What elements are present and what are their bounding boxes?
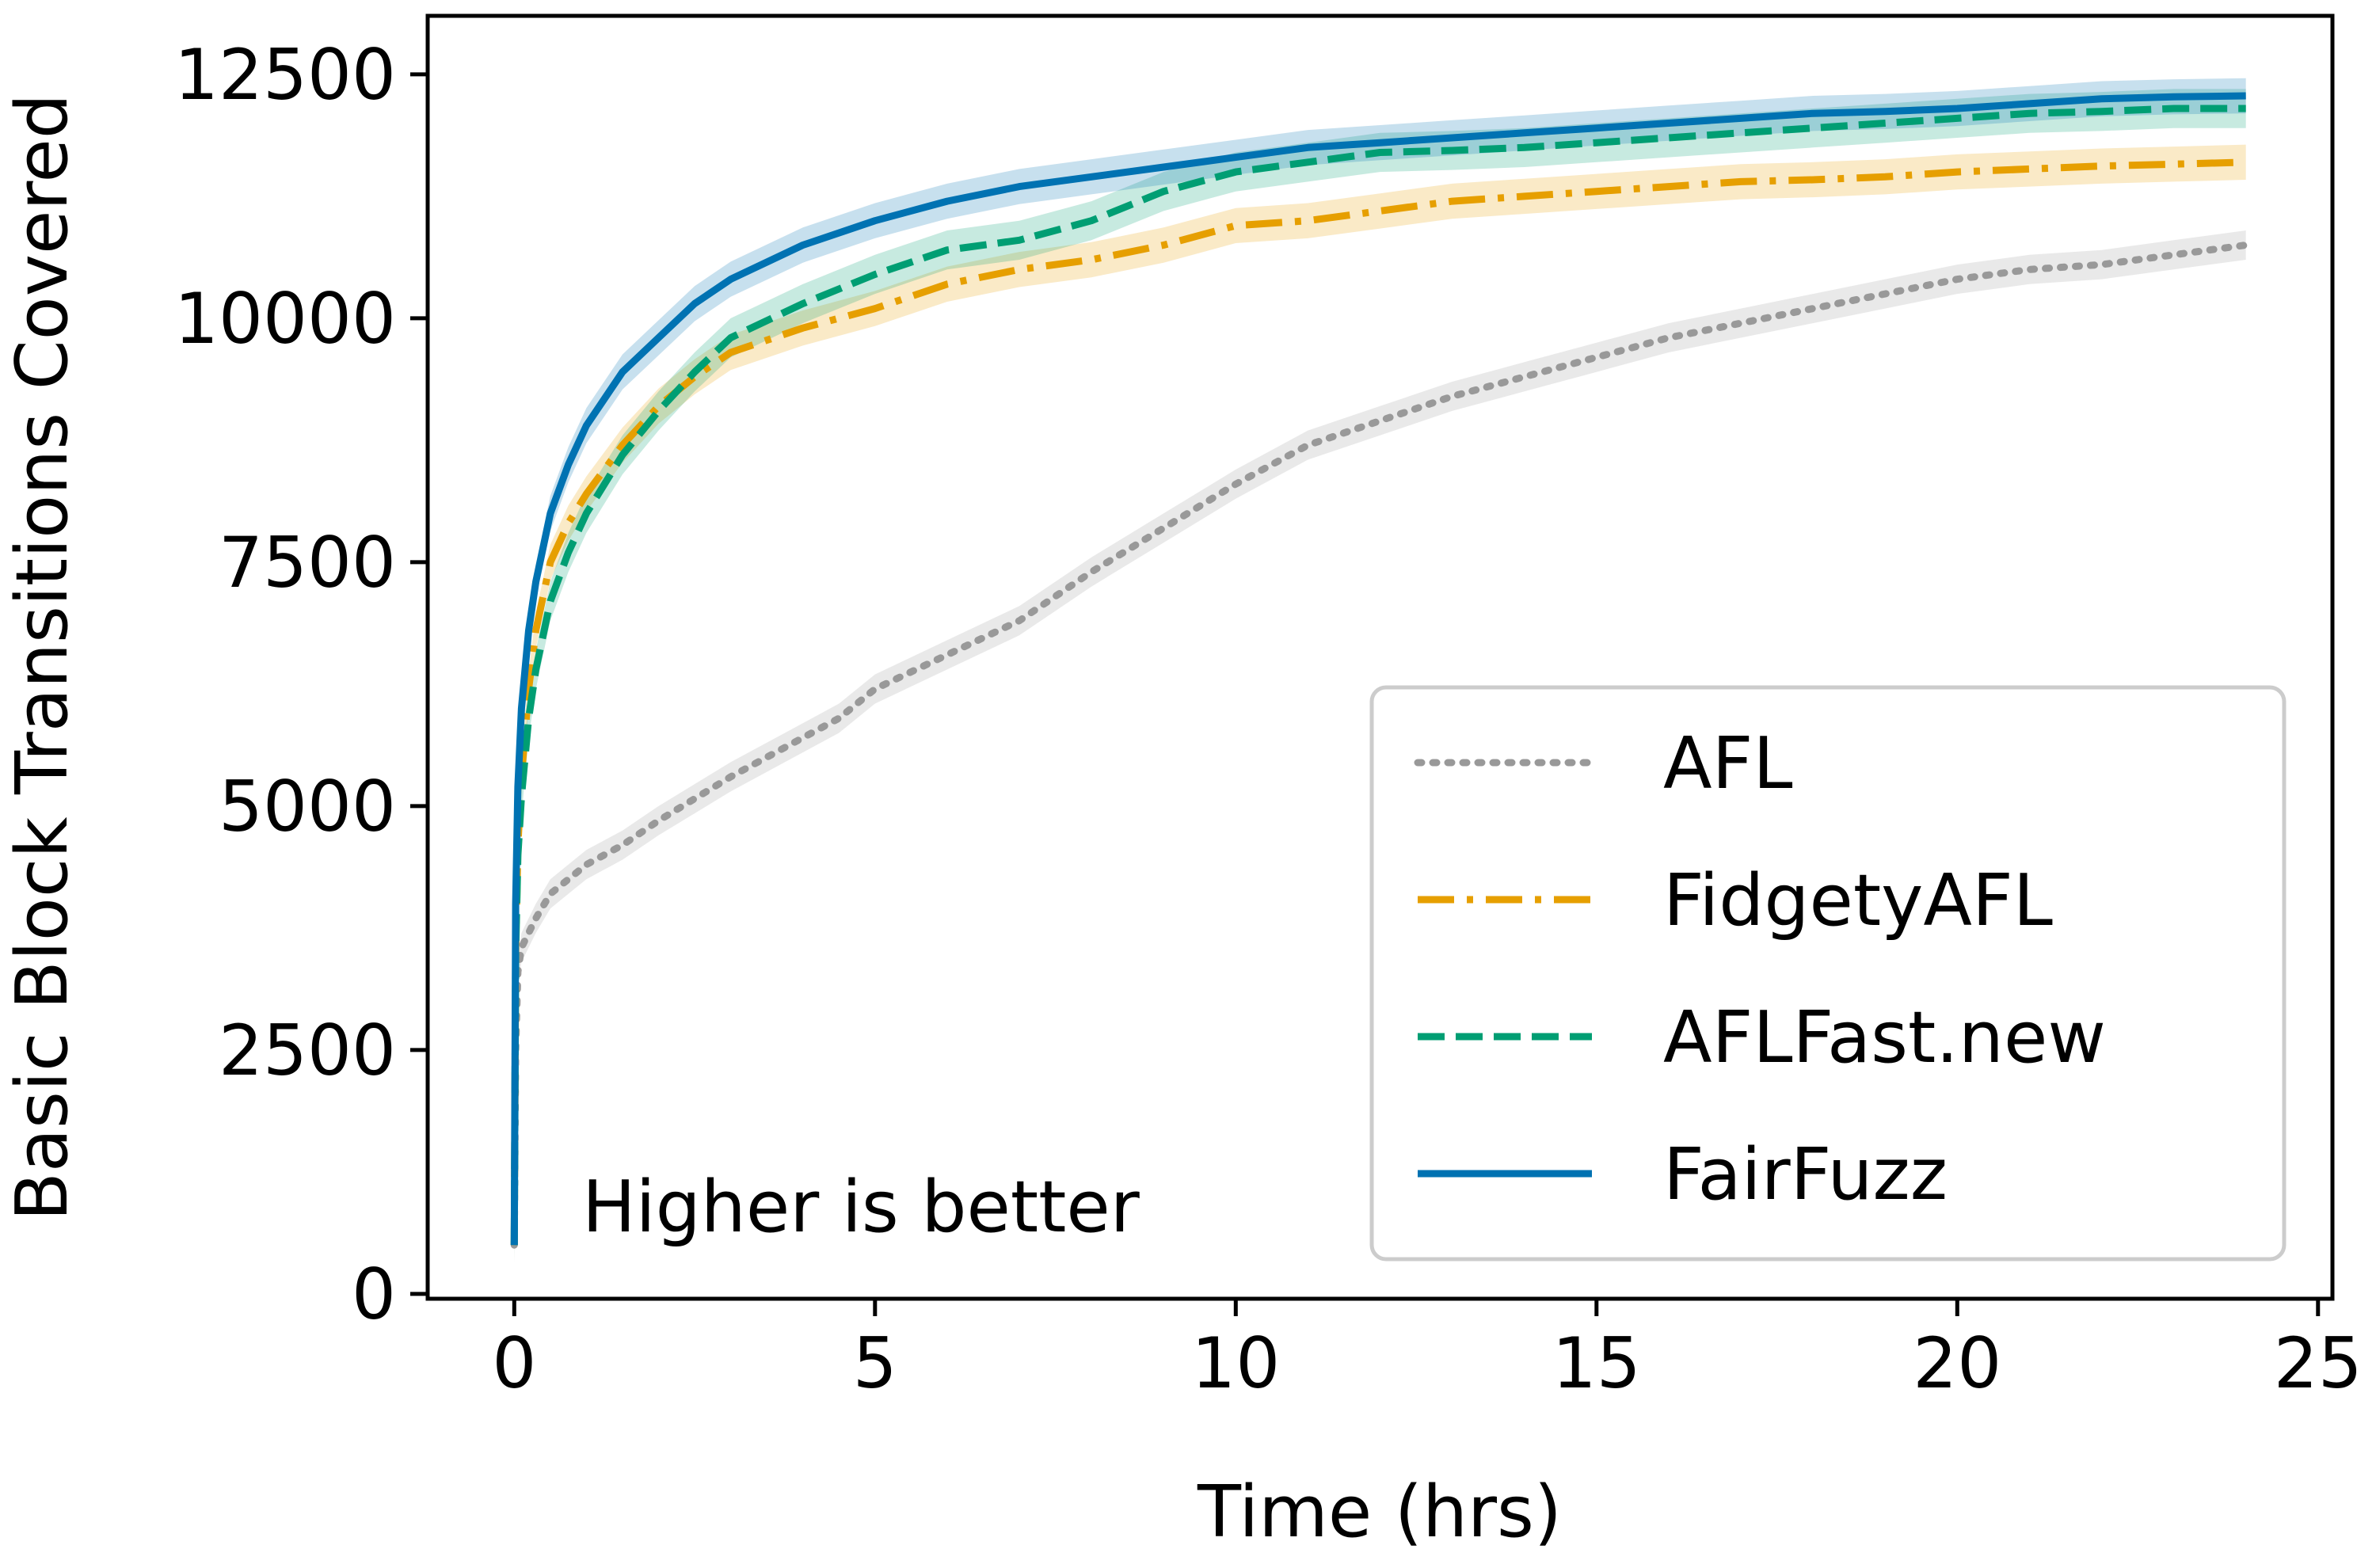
x-axis: 0 5 10 15 20 25 [492,1299,2363,1404]
series-lines [510,92,2250,1249]
y-tick-label: 7500 [219,522,396,603]
x-tick-label: 20 [1913,1323,2001,1404]
legend-entries: AFL FidgetyAFL AFLFast.new FairFuzz [1414,722,2106,1216]
legend-label-aflfast-new: AFLFast.new [1663,996,2106,1079]
y-tick-label: 0 [352,1254,396,1335]
x-tick-label: 25 [2274,1323,2363,1404]
legend-label-fidgetyafl: FidgetyAFL [1663,859,2053,942]
x-tick-label: 15 [1552,1323,1641,1404]
plot-area-frame [425,13,2335,1301]
annotation-text: Higher is better [582,1166,1140,1249]
series-line-aflfast-new [510,105,2246,1246]
series-line-fairfuzz [510,92,2246,1246]
legend-label-fairfuzz: FairFuzz [1663,1133,1948,1216]
x-tick-label: 0 [492,1323,536,1404]
x-axis-title: Time (hrs) [1197,1471,1562,1554]
x-tick-label: 10 [1191,1323,1280,1404]
y-tick-label: 5000 [219,766,396,847]
y-axis: 0 2500 5000 7500 10000 12500 [174,34,428,1335]
series-line-fidgetyafl [510,158,2246,1246]
y-tick-label: 12500 [174,34,396,116]
legend-box [1369,685,2287,1262]
legend: AFL FidgetyAFL AFLFast.new FairFuzz [1369,685,2287,1262]
legend-label-afl: AFL [1663,722,1792,805]
series-line-afl [510,242,2250,1249]
y-tick-label: 10000 [174,278,396,360]
y-tick-label: 2500 [219,1010,396,1091]
x-tick-label: 5 [853,1323,897,1404]
y-axis-title: Basic Block Transitions Covered [1,93,84,1221]
